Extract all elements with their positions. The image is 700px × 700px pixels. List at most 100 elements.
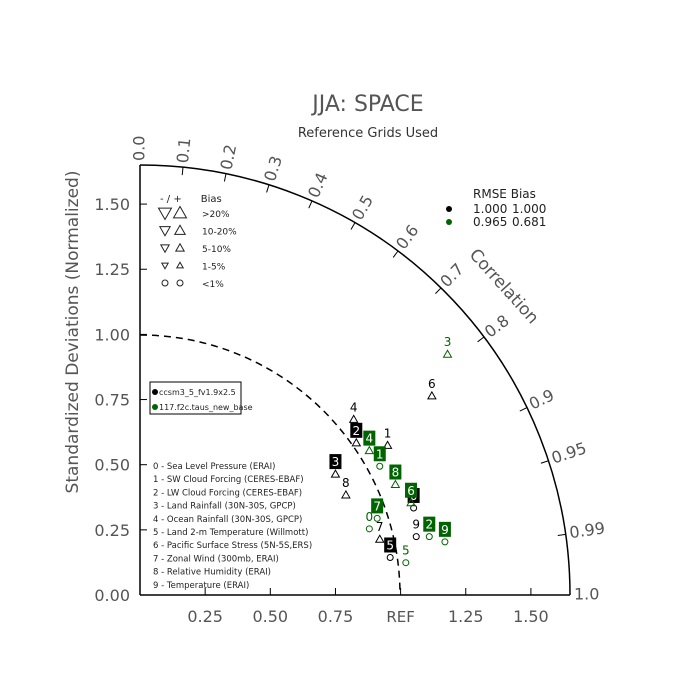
chart-title: JJA: SPACE	[310, 92, 423, 117]
point-label-box	[423, 516, 436, 532]
correlation-tick-label: 0.95	[549, 438, 589, 467]
variable-list-item: 4 - Ocean Rainfall (30N-30S, GPCP)	[153, 515, 302, 525]
outer-arc	[139, 164, 571, 596]
point-label: 7	[376, 520, 384, 534]
y-tick-label: 1.50	[94, 195, 130, 214]
correlation-tick-label: 0.4	[304, 170, 332, 201]
point-label-box	[350, 422, 363, 438]
rmse-bias-header: RMSE Bias	[473, 187, 536, 201]
data-point: 6	[405, 482, 418, 507]
variable-list-item: 8 - Relative Humidity (ERAI)	[153, 568, 271, 578]
bias-marker-circle	[412, 533, 420, 541]
point-label: 1	[384, 426, 392, 440]
reference-arc	[139, 334, 401, 596]
bias-marker-circle	[365, 525, 373, 533]
y-tick-label: 1.00	[94, 325, 130, 344]
variable-list-item: 3 - Land Rainfall (30N-30S, GPCP)	[153, 502, 296, 512]
point-label: 9	[412, 518, 420, 532]
correlation-tick-mark	[519, 407, 528, 412]
point-label: 4	[350, 400, 358, 414]
x-tick-label: 1.25	[448, 607, 484, 626]
variable-list-item: 7 - Zonal Wind (300mb, ERAI)	[153, 554, 279, 564]
data-point: 7	[371, 498, 384, 522]
bias-up-triangle-icon	[173, 224, 187, 235]
case-legend-label: ccsm3_5_fv1.9x2.5	[159, 388, 236, 397]
bias-legend-label: 5-10%	[202, 245, 231, 255]
bias-down-triangle-icon	[158, 226, 172, 237]
bias-marker-circle	[373, 514, 381, 522]
bias-legend-label: 1-5%	[202, 263, 226, 273]
correlation-tick-label: 0.6	[392, 221, 422, 253]
correlation-tick-mark	[540, 460, 549, 464]
data-point: 6	[427, 377, 437, 400]
rmse-value: 1.000	[473, 202, 507, 216]
cases-legend-box	[149, 381, 242, 415]
bias-down-triangle-icon	[160, 262, 170, 270]
point-label: 6	[428, 377, 436, 391]
correlation-tick-label: 0.0	[130, 136, 149, 161]
correlation-tick-mark	[557, 533, 566, 536]
variable-list-item: 9 - Temperature (ERAI)	[153, 581, 249, 591]
point-label: 1	[376, 447, 384, 461]
point-label: 4	[366, 432, 374, 446]
bias-marker-circle	[386, 553, 394, 561]
bias-up-triangle-icon	[174, 242, 186, 252]
bias-marker-circle	[441, 538, 449, 546]
bias-legend-label: 10-20%	[202, 228, 237, 238]
point-label-box	[405, 482, 418, 498]
correlation-tick-mark	[392, 250, 399, 258]
bias-marker-up-triangle	[351, 437, 362, 447]
data-point: 5	[384, 537, 397, 561]
case-dot-icon	[446, 219, 452, 225]
bias-up-triangle-icon	[172, 205, 188, 219]
ref-label: REF	[386, 608, 415, 626]
correlation-tick-mark	[350, 222, 356, 230]
data-point: 2	[350, 422, 363, 447]
bias-value: 0.681	[512, 215, 546, 229]
case-dot-icon	[446, 206, 452, 212]
point-label: 3	[332, 455, 340, 469]
correlation-tick-mark	[266, 184, 270, 193]
point-label-box	[389, 464, 402, 480]
data-point: 0	[365, 510, 374, 533]
y-tick-label: 0.75	[94, 391, 130, 410]
x-tick-label: 1.50	[513, 607, 549, 626]
point-label: 2	[425, 518, 433, 532]
y-tick-group: 0.00 0.25 0.50 0.75 1.00 1.25 1.50	[94, 195, 147, 605]
bias-marker-up-triangle	[364, 445, 375, 455]
y-axis-label: Standardized Deviations (Normalized)	[63, 171, 83, 494]
variable-list-item: 0 - Sea Level Pressure (ERAI)	[153, 462, 275, 472]
point-label: 5	[402, 544, 410, 558]
data-point: 3	[442, 335, 453, 358]
point-label: 0	[366, 510, 374, 524]
correlation-tick-mark	[181, 167, 184, 176]
bias-down-triangle-icon	[159, 244, 171, 254]
variable-list: 0 - Sea Level Pressure (ERAI) 1 - SW Clou…	[153, 462, 312, 591]
bias-circle-icon	[176, 279, 184, 287]
data-point: 4	[363, 430, 376, 455]
data-points: 01234567890123456789	[329, 335, 453, 567]
data-point: 8	[389, 464, 402, 489]
case-legend-label: 117.f2c.taus_new_base	[159, 403, 253, 412]
bias-marker-circle	[402, 559, 410, 567]
bias-value: 1.000	[512, 202, 546, 216]
x-tick-label: 0.75	[318, 607, 354, 626]
variable-list-item: 1 - SW Cloud Forcing (CERES-EBAF)	[153, 475, 304, 485]
case-marker-icon	[152, 404, 158, 410]
bias-legend-label: >20%	[202, 210, 230, 220]
bias-legend: - / + Bias >20% 10-20% 5-10% 1-5% <1%	[157, 194, 237, 290]
variable-list-item: 5 - Land 2-m Temperature (Willmott)	[153, 528, 308, 538]
bias-legend-label: <1%	[202, 280, 224, 290]
bias-legend-header: - / + Bias	[160, 194, 222, 205]
correlation-tick-mark	[435, 287, 442, 294]
variable-list-item: 2 - LW Cloud Forcing (CERES-EBAF)	[153, 488, 302, 498]
bias-marker-up-triangle	[374, 534, 385, 543]
data-point: 9	[438, 521, 451, 546]
correlation-tick-label: 0.2	[217, 143, 241, 172]
correlation-tick-label: 0.5	[348, 192, 377, 224]
bias-marker-up-triangle	[406, 497, 416, 507]
y-tick-label: 0.00	[94, 586, 130, 605]
bias-marker-up-triangle	[442, 349, 453, 358]
